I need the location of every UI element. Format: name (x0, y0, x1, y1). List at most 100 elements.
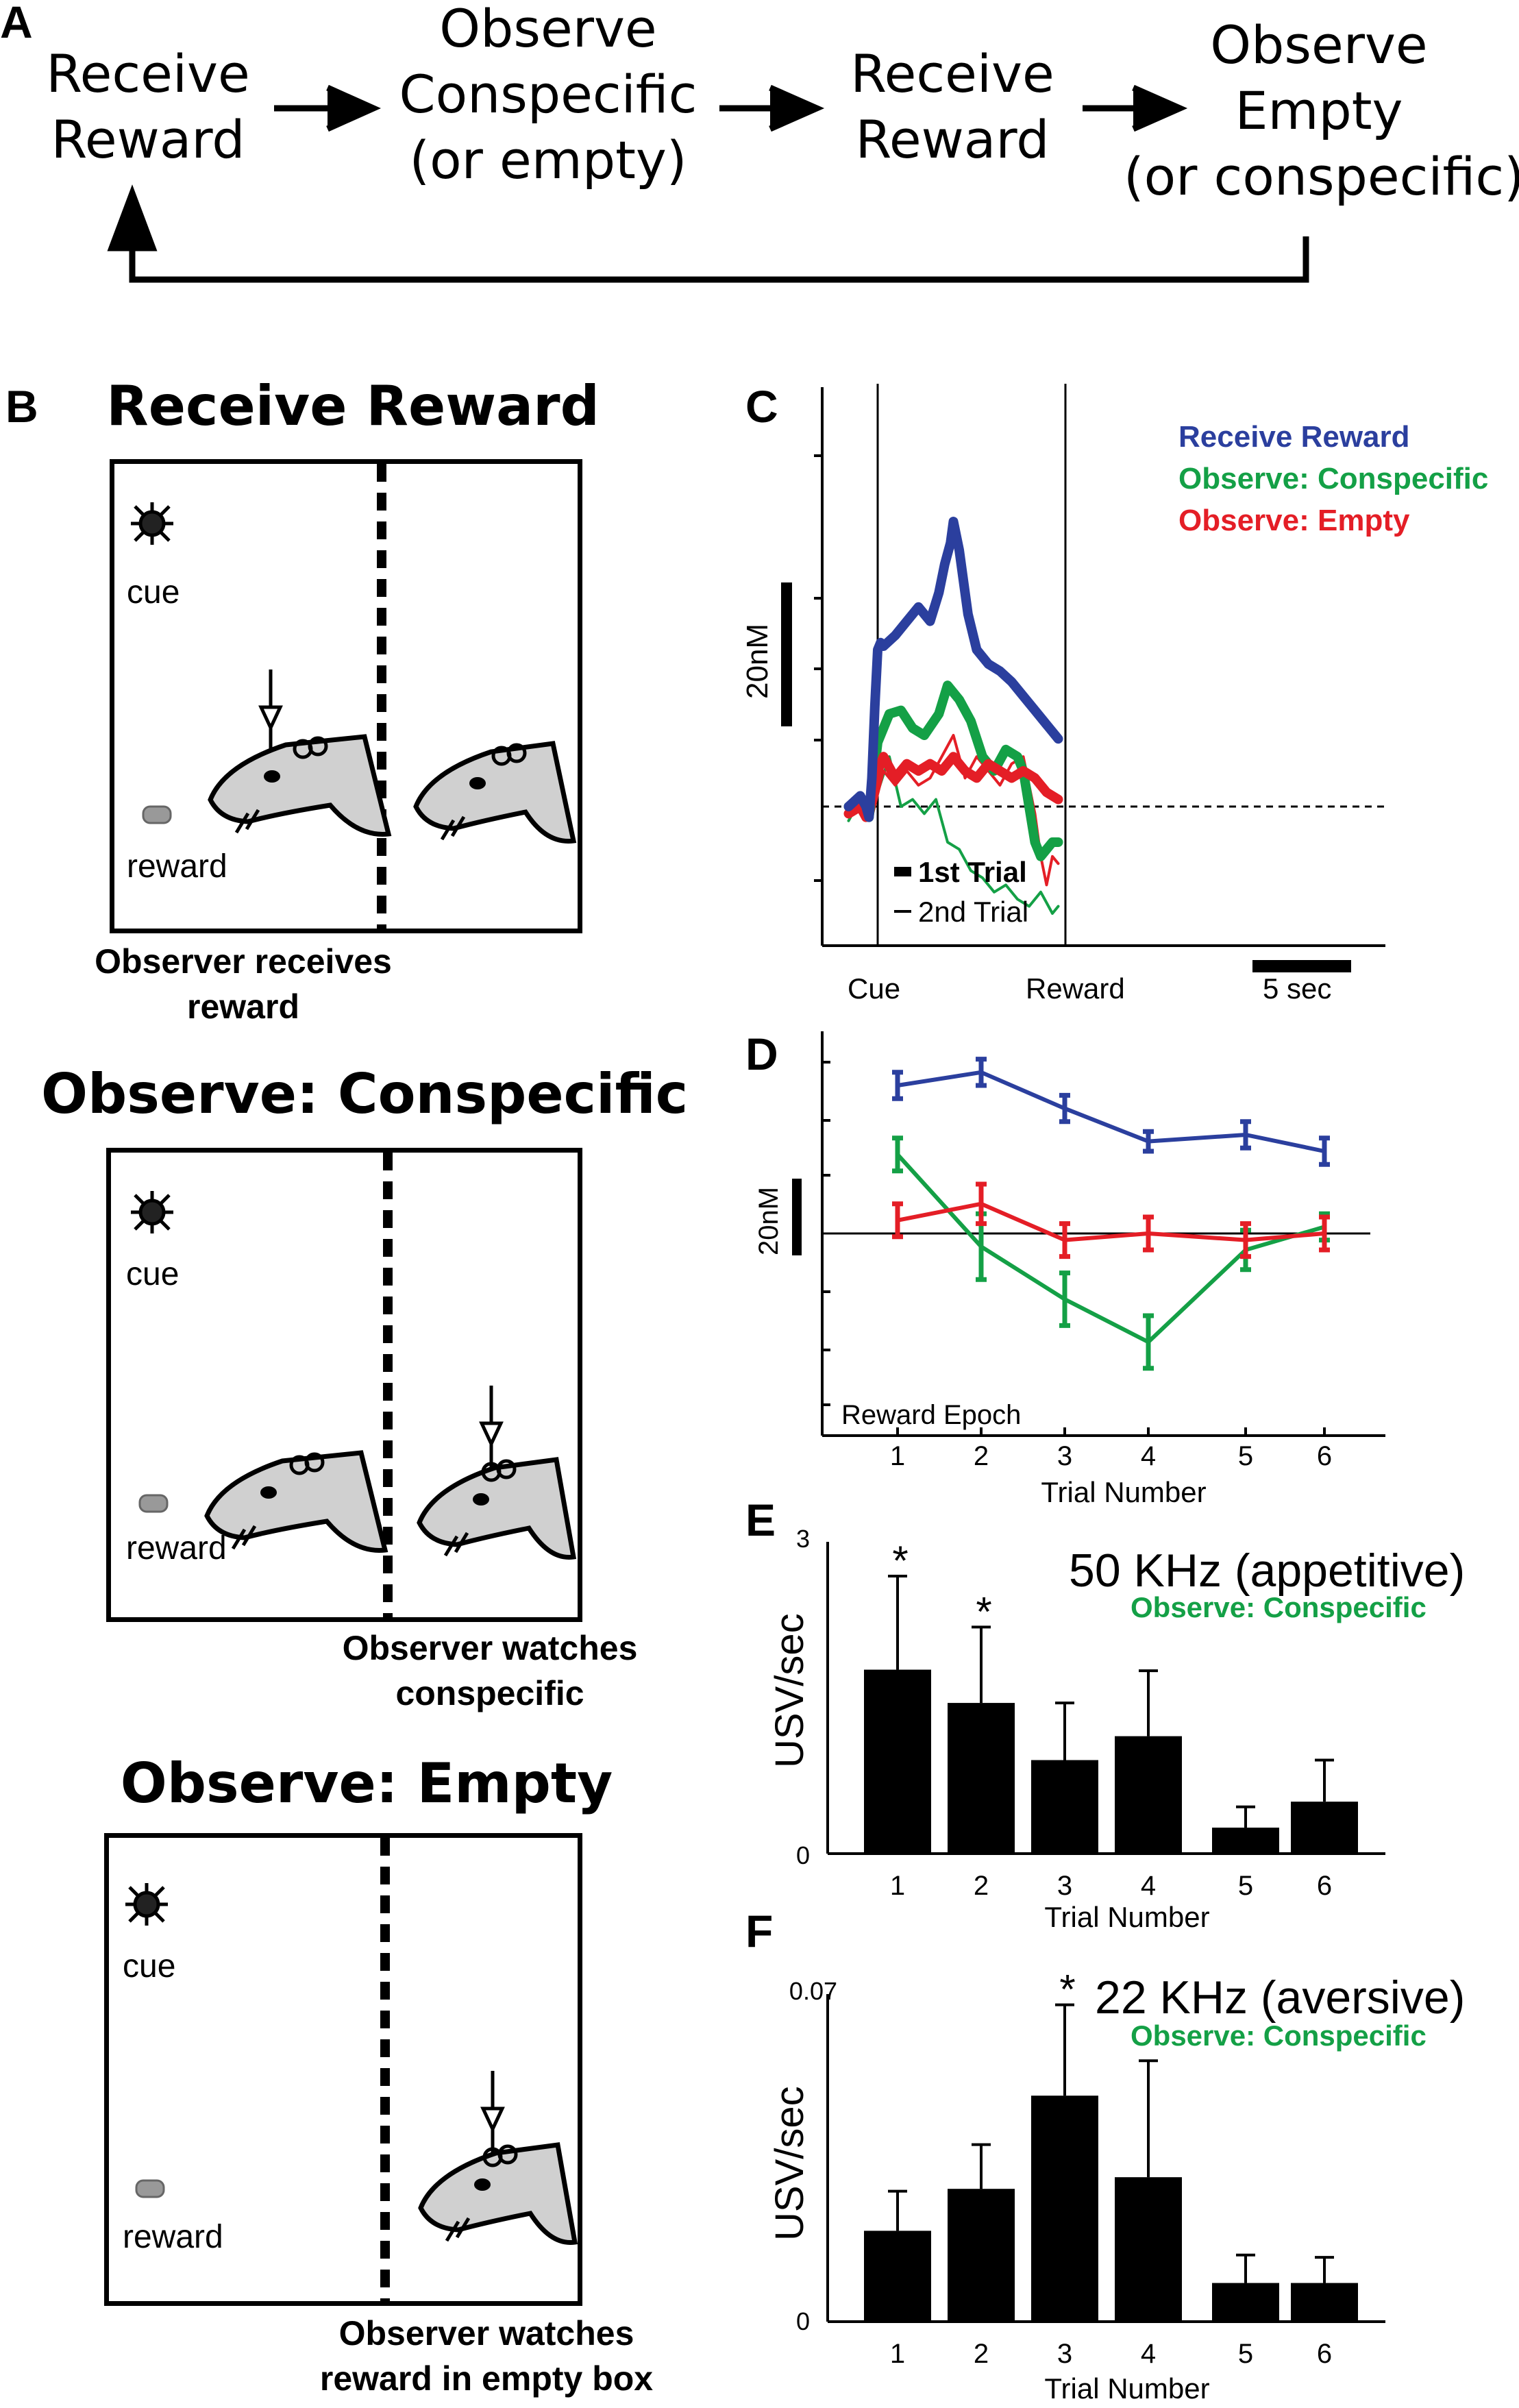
flow-step-4: Observe Empty (or conspecific) (1124, 12, 1519, 210)
panel-label-e: E (745, 1495, 776, 1545)
scene-drawing-receive-reward (131, 464, 577, 929)
chart-e-error-bar (972, 1625, 991, 1704)
flow-step-2-line-3: (or empty) (409, 130, 687, 191)
chart-f-ytick-top: 0.07 (789, 1977, 837, 2005)
chart-f-xlabel: Trial Number (1044, 2372, 1209, 2405)
error-bar-observe-conspecific (1059, 1270, 1070, 1328)
caption-line-1: Observer watches (338, 2314, 634, 2352)
rat-observer-icon (204, 1450, 388, 1553)
caption-line-1: Observer receives (95, 942, 392, 981)
flow-return-arrow-head (107, 184, 158, 251)
chart-f-bar (1291, 2283, 1358, 2322)
chart-f-error-bar (972, 2143, 991, 2189)
scene-caption-observe-conspecific: Observer watches conspecific (308, 1625, 671, 1716)
scene-drawing-observe-conspecific (131, 1153, 577, 1617)
series-line-observe-empty (897, 1201, 1325, 1242)
chart-f-bar (948, 2189, 1015, 2322)
error-bar-receive-reward (1240, 1119, 1251, 1151)
chart-e-bar (1291, 1802, 1358, 1854)
x-tick-label: 6 (1317, 1441, 1332, 1471)
caption-line-1: Observer watches (342, 1629, 638, 1667)
chart-f-bar (1212, 2283, 1279, 2322)
scene-title-receive-reward: Receive Reward (106, 374, 600, 438)
series-line-observe-conspecific (896, 1153, 1325, 1345)
cue-light-icon (131, 1191, 173, 1233)
scene-box-receive-reward: cue reward (110, 459, 582, 933)
chart-e-x-tick-label: 3 (1057, 1871, 1072, 1901)
flow-arrow-3-head (1132, 84, 1188, 132)
x-tick-label: 3 (1057, 1441, 1072, 1471)
rat-observer-injected-icon (418, 2142, 578, 2245)
error-bar-observe-conspecific (892, 1135, 903, 1174)
chart-f-x-tick-label: 6 (1317, 2339, 1332, 2369)
series-line-receive-reward (897, 1070, 1325, 1153)
flow-step-1-line-1: Receive (46, 43, 250, 104)
chart-e-bar (864, 1669, 931, 1854)
error-bar-observe-empty (892, 1201, 903, 1240)
chart-e-subtitle: Observe: Conspecific (1131, 1591, 1427, 1623)
flow-step-2: Observe Conspecific (or empty) (391, 0, 706, 193)
microinjection-cannula-icon (480, 2071, 505, 2153)
chart-f-significance-star: * (1059, 1967, 1075, 2013)
chart-f-ytick-zero: 0 (796, 2307, 810, 2335)
series-receive-reward-trial-1st (843, 517, 1063, 822)
x-tick-label: 5 (1238, 1441, 1253, 1471)
chart-e-error-bar (1236, 1805, 1255, 1828)
chart-e-bar (948, 1703, 1015, 1854)
cue-label: cue (126, 1256, 180, 1292)
panel-label-a: A (0, 0, 33, 47)
error-bar-observe-conspecific (1143, 1313, 1154, 1371)
scene-box-observe-conspecific: cue reward (106, 1148, 582, 1622)
rat-observer-icon (208, 734, 392, 837)
legend-observe-empty: Observe: Empty (1178, 504, 1410, 537)
flow-arrow-1-head (326, 84, 382, 132)
flow-step-1: Receive Reward (38, 41, 258, 173)
x-marker-cue: Cue (848, 972, 900, 1005)
reward-label: reward (127, 848, 227, 885)
microinjection-cannula-icon (258, 669, 283, 752)
rat-conspecific-icon (413, 741, 577, 844)
chart-f-error-bar (1315, 2256, 1334, 2283)
chart-e-significance-star: * (892, 1538, 908, 1584)
flow-step-4-line-2: Empty (1235, 80, 1403, 141)
error-bar-receive-reward (1143, 1129, 1154, 1154)
scene-caption-observe-empty: Observer watches reward in empty box (288, 2311, 685, 2401)
chart-f-error-bar (1236, 2253, 1255, 2283)
panel-label-c: C (745, 381, 778, 432)
legend-trial-2: 2nd Trial (918, 896, 1028, 928)
chart-e-error-bar (888, 1575, 907, 1670)
chart-d-xlabel: Trial Number (1041, 1476, 1206, 1508)
chart-e-ytick-top: 3 (796, 1525, 810, 1553)
error-bar-observe-empty (1319, 1214, 1330, 1253)
error-bar-observe-empty (1059, 1221, 1070, 1260)
chart-e-ytick-zero: 0 (796, 1841, 810, 1869)
chart-f-x-tick-label: 1 (890, 2339, 905, 2369)
flow-step-3-line-2: Reward (855, 109, 1050, 170)
chart-f-x-tick-label: 4 (1141, 2339, 1156, 2369)
chart-f-x-tick-label: 3 (1057, 2339, 1072, 2369)
scene-caption-receive-reward: Observer receives reward (55, 939, 432, 1029)
chart-e-xlabel: Trial Number (1044, 1901, 1209, 1933)
error-bar-observe-empty (976, 1181, 987, 1227)
cue-light-icon (131, 502, 173, 545)
chart-d: 20nM Reward Epoch 1 2 3 4 5 6 Trial Number (754, 1031, 1385, 1508)
x-tick-label: 4 (1141, 1441, 1156, 1471)
reward-pellet-icon (135, 2179, 165, 2198)
scale-bar-20nm-label: 20nM (754, 1187, 784, 1255)
flow-arrows (107, 84, 1309, 283)
chart-e-x-tick-label: 1 (890, 1871, 905, 1901)
chart-e-error-bar (1055, 1701, 1074, 1760)
chart-f-subtitle: Observe: Conspecific (1131, 2019, 1427, 2052)
chart-c-axis (814, 387, 1385, 947)
scale-bar-20nm-label: 20nM (741, 624, 774, 699)
flow-step-1-line-2: Reward (51, 109, 245, 170)
flow-return-line (129, 226, 1309, 283)
flow-step-2-line-2: Conspecific (399, 64, 697, 125)
chart-e-significance-star: * (976, 1588, 991, 1634)
reward-label: reward (123, 2219, 223, 2255)
flow-step-3-line-1: Receive (850, 43, 1054, 104)
chart-e-x-tick-label: 6 (1317, 1871, 1332, 1901)
error-bar-receive-reward (976, 1057, 987, 1088)
x-marker-reward: Reward (1026, 972, 1125, 1005)
cue-light-icon (125, 1883, 168, 1926)
